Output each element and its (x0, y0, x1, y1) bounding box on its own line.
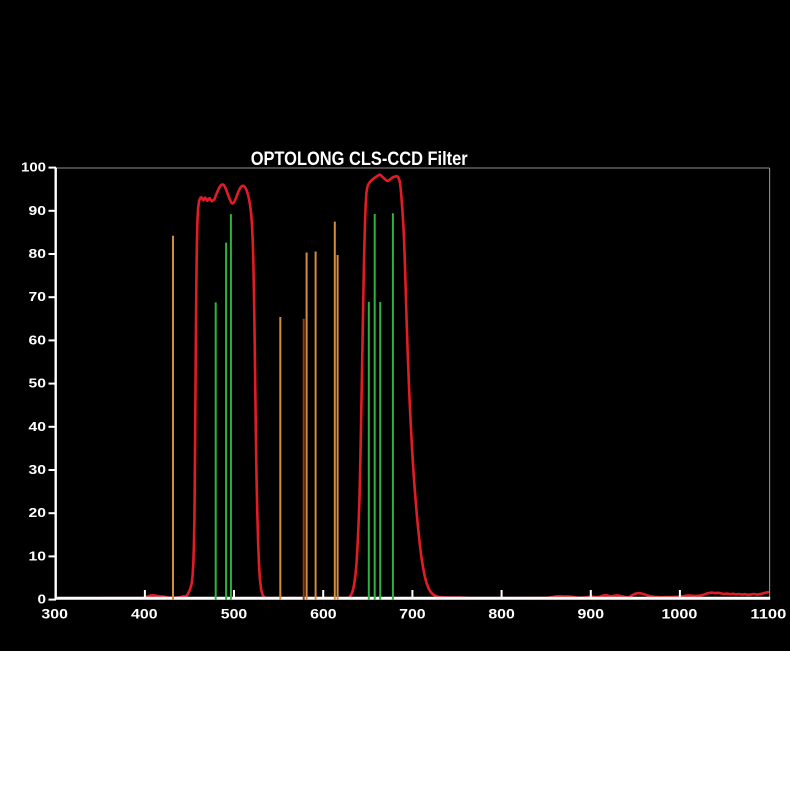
svg-text:90: 90 (29, 203, 47, 218)
svg-text:100: 100 (21, 160, 46, 175)
svg-text:300: 300 (41, 606, 68, 621)
svg-text:700: 700 (399, 606, 426, 621)
svg-text:50: 50 (29, 376, 47, 391)
svg-text:1100: 1100 (750, 606, 786, 621)
svg-text:400: 400 (131, 606, 158, 621)
svg-text:OPTOLONG CLS-CCD Filter: OPTOLONG CLS-CCD Filter (251, 148, 468, 170)
svg-text:30: 30 (29, 462, 47, 477)
svg-text:800: 800 (488, 606, 515, 621)
svg-text:20: 20 (29, 505, 47, 520)
svg-text:70: 70 (29, 289, 47, 304)
svg-text:1000: 1000 (661, 606, 697, 621)
svg-text:40: 40 (29, 419, 47, 434)
svg-text:60: 60 (29, 332, 47, 347)
svg-text:10: 10 (29, 548, 47, 563)
svg-text:900: 900 (578, 606, 605, 621)
svg-text:0: 0 (38, 592, 47, 607)
svg-text:80: 80 (29, 246, 47, 261)
svg-text:500: 500 (221, 606, 248, 621)
svg-text:600: 600 (310, 606, 337, 621)
